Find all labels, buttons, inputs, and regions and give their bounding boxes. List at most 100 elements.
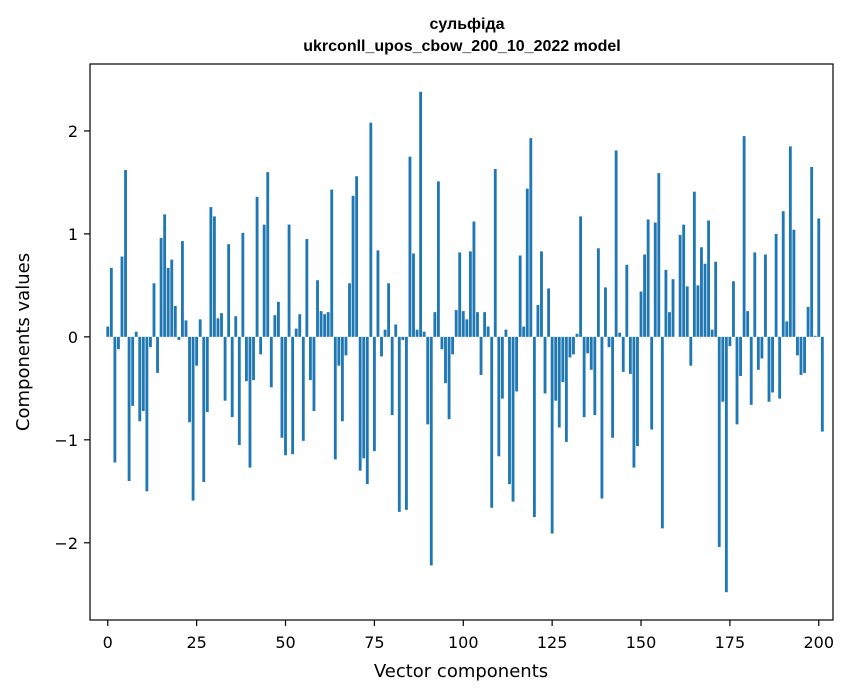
bar: [298, 314, 302, 337]
bar: [486, 326, 490, 337]
x-tick-label: 25: [186, 633, 206, 652]
bar: [500, 336, 504, 399]
x-tick-label: 75: [364, 633, 384, 652]
bar: [600, 336, 604, 499]
bar: [468, 251, 472, 337]
bar: [163, 214, 167, 337]
bar: [262, 224, 266, 337]
y-axis-ticks: −2 −1 0 1 2: [54, 122, 90, 553]
bar: [579, 216, 583, 337]
bar: [461, 311, 465, 337]
bar: [621, 336, 625, 372]
x-axis-label: Vector components: [374, 661, 548, 682]
bar: [234, 316, 238, 337]
bar: [788, 146, 792, 337]
bar: [205, 336, 209, 413]
bar: [611, 336, 615, 438]
x-tick-label: 100: [448, 633, 479, 652]
bar: [749, 336, 753, 405]
bars-group: [106, 91, 824, 593]
bar: [572, 336, 575, 355]
bar: [721, 336, 725, 402]
bar: [138, 336, 142, 422]
bar: [380, 336, 383, 357]
bar: [426, 336, 430, 425]
bar: [156, 336, 159, 373]
bar: [628, 336, 632, 374]
bar: [223, 336, 227, 401]
bar: [753, 252, 757, 337]
x-tick-label: 175: [715, 633, 746, 652]
bar: [728, 336, 732, 347]
bar: [454, 310, 458, 337]
bar: [447, 336, 451, 420]
bar: [181, 241, 184, 337]
bar: [746, 311, 750, 337]
bar: [444, 336, 447, 384]
bar: [404, 336, 408, 510]
bar: [689, 336, 693, 366]
bar: [607, 336, 611, 348]
bar: [796, 336, 799, 356]
chart-subtitle: ukrconll_upos_cbow_200_10_2022 model: [303, 38, 620, 55]
bar: [152, 283, 156, 337]
bar: [390, 336, 394, 416]
bar: [436, 181, 440, 337]
bar: [707, 220, 710, 337]
bar: [557, 336, 561, 428]
bar: [799, 336, 803, 375]
bar: [227, 244, 231, 337]
bar: [440, 336, 444, 350]
bar: [465, 319, 469, 337]
bar: [127, 336, 131, 481]
bar: [170, 259, 174, 337]
bar: [810, 166, 814, 337]
bar: [671, 279, 675, 337]
bar: [149, 336, 152, 348]
x-tick-label: 125: [537, 633, 568, 652]
bar: [248, 336, 252, 468]
bar: [216, 318, 220, 337]
bar: [333, 336, 337, 460]
bar: [493, 169, 497, 337]
bar: [109, 267, 113, 337]
bar: [340, 336, 344, 422]
bar: [568, 336, 572, 358]
bar: [362, 336, 366, 459]
bar: [316, 280, 319, 337]
bar: [195, 336, 199, 366]
bar: [451, 336, 455, 355]
bar: [209, 207, 213, 337]
bar: [348, 283, 351, 337]
bar: [124, 170, 127, 337]
bar: [781, 211, 785, 337]
bar: [806, 306, 810, 337]
bar: [543, 336, 547, 394]
bar: [351, 195, 355, 337]
bar: [284, 336, 287, 456]
chart-title: сульфіда: [429, 16, 504, 33]
x-tick-label: 50: [275, 633, 295, 652]
bar: [159, 238, 163, 337]
bar: [547, 288, 551, 337]
bar: [387, 283, 391, 337]
bar: [106, 326, 110, 337]
bar: [117, 336, 120, 350]
bar: [593, 336, 597, 416]
bar: [294, 328, 298, 337]
bar: [394, 324, 398, 337]
bar: [700, 247, 703, 337]
bar: [490, 336, 494, 508]
bar: [397, 336, 401, 512]
bar: [358, 336, 362, 471]
bar: [618, 332, 622, 337]
bar: [554, 336, 558, 401]
bar: [515, 336, 519, 392]
bar: [532, 336, 536, 518]
bar: [166, 267, 170, 337]
bar: [412, 253, 415, 337]
bar: [803, 336, 806, 373]
x-tick-label: 150: [626, 633, 657, 652]
bar: [685, 286, 689, 337]
x-tick-label: 200: [804, 633, 835, 652]
